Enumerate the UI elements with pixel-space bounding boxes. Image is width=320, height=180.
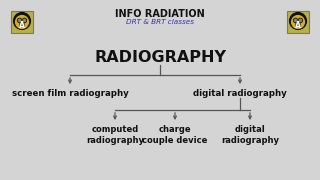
Text: charge
couple device: charge couple device	[142, 125, 208, 145]
Text: computed
radiography: computed radiography	[86, 125, 144, 145]
Text: DRT & BRT classes: DRT & BRT classes	[126, 19, 194, 25]
Text: A: A	[19, 21, 25, 30]
Circle shape	[23, 19, 26, 22]
Circle shape	[22, 18, 26, 22]
FancyBboxPatch shape	[295, 23, 300, 27]
Text: RADIOGRAPHY: RADIOGRAPHY	[94, 50, 226, 65]
Circle shape	[294, 19, 297, 22]
Circle shape	[290, 13, 307, 29]
Circle shape	[299, 19, 301, 22]
Text: INFO RADIATION: INFO RADIATION	[115, 9, 205, 19]
Circle shape	[18, 18, 22, 22]
Text: screen film radiography: screen film radiography	[12, 89, 128, 98]
FancyBboxPatch shape	[287, 11, 309, 33]
Circle shape	[19, 19, 21, 22]
Text: digital radiography: digital radiography	[193, 89, 287, 98]
Circle shape	[13, 13, 30, 29]
Circle shape	[298, 18, 302, 22]
Circle shape	[16, 16, 28, 28]
FancyBboxPatch shape	[20, 23, 25, 27]
Circle shape	[294, 18, 298, 22]
Text: digital
radiography: digital radiography	[221, 125, 279, 145]
Text: A: A	[295, 21, 301, 30]
Circle shape	[292, 16, 304, 28]
FancyBboxPatch shape	[11, 11, 33, 33]
